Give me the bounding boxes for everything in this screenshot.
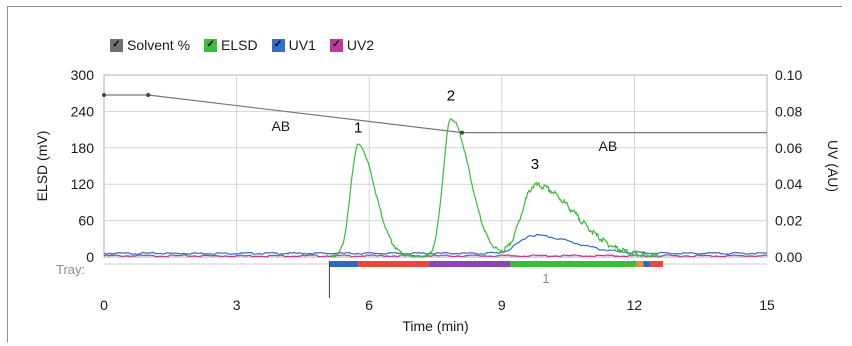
peak-label: 1 (354, 120, 362, 137)
legend-item-uv1[interactable]: ✓ UV1 (271, 37, 316, 53)
solvent-point (460, 130, 465, 135)
tray-segment (358, 261, 429, 267)
tray-label: Tray: (56, 262, 85, 277)
y-left-tick-label: 120 (71, 176, 95, 192)
uv2-series-line (103, 254, 768, 258)
x-axis-title: Time (min) (402, 318, 468, 334)
legend-item-uv2[interactable]: ✓ UV2 (329, 37, 375, 53)
tray-segment (636, 261, 644, 267)
solvent-series-line (104, 94, 767, 134)
y-right-tick-label: 0.00 (775, 249, 802, 265)
y-right-tick-label: 0.06 (775, 140, 802, 156)
legend-checkbox[interactable]: ✓ (329, 38, 343, 52)
legend-label: UV2 (346, 37, 375, 53)
legend-item-elsd[interactable]: ✓ ELSD (204, 37, 258, 53)
x-tick-label: 12 (627, 297, 643, 313)
y-left-axis-title: ELSD (mV) (34, 131, 50, 202)
peak-label: 2 (447, 87, 455, 104)
x-tick-label: 0 (100, 297, 108, 313)
legend-checkbox[interactable]: ✓ (271, 38, 285, 52)
tray-segment (643, 261, 650, 267)
x-tick-label: 9 (498, 297, 506, 313)
tray-segment (510, 261, 637, 267)
tray-segment (329, 261, 359, 267)
x-tick-label: 3 (233, 297, 241, 313)
legend-checkbox[interactable]: ✓ (110, 38, 123, 52)
legend-item-solvent[interactable]: ✓ Solvent % (110, 37, 190, 53)
y-left-tick-label: 60 (78, 213, 94, 229)
y-left-tick-label: 300 (71, 67, 95, 83)
y-left-tick-label: 180 (71, 140, 95, 156)
legend-label: UV1 (288, 37, 316, 53)
solvent-label: AB (599, 138, 618, 154)
y-right-tick-label: 0.10 (775, 67, 802, 83)
solvent-label: AB (271, 118, 290, 134)
legend-label: Solvent % (127, 37, 191, 53)
y-right-axis-title: UV (AU) (825, 140, 841, 192)
chart-frame (7, 6, 842, 342)
legend-label: ELSD (221, 37, 258, 53)
y-right-tick-label: 0.04 (775, 176, 802, 192)
y-left-tick-label: 240 (71, 103, 95, 119)
y-right-tick-label: 0.02 (775, 213, 802, 229)
plot-area (103, 74, 768, 258)
y-right-tick-label: 0.08 (775, 103, 802, 119)
tray-segment (649, 261, 664, 267)
legend-checkbox[interactable]: ✓ (204, 38, 218, 52)
legend: ✓ Solvent % ✓ ELSD ✓ UV1 ✓ UV2 (110, 36, 388, 54)
solvent-point (102, 93, 106, 98)
tray-segment (428, 261, 511, 267)
tray-number: 1 (542, 271, 549, 286)
x-tick-label: 15 (759, 297, 775, 313)
elsd-series-line (329, 118, 661, 259)
x-tick-label: 6 (365, 297, 373, 313)
peak-label: 3 (531, 156, 539, 173)
y-left-tick-label: 0 (86, 249, 94, 265)
solvent-point (146, 93, 151, 98)
